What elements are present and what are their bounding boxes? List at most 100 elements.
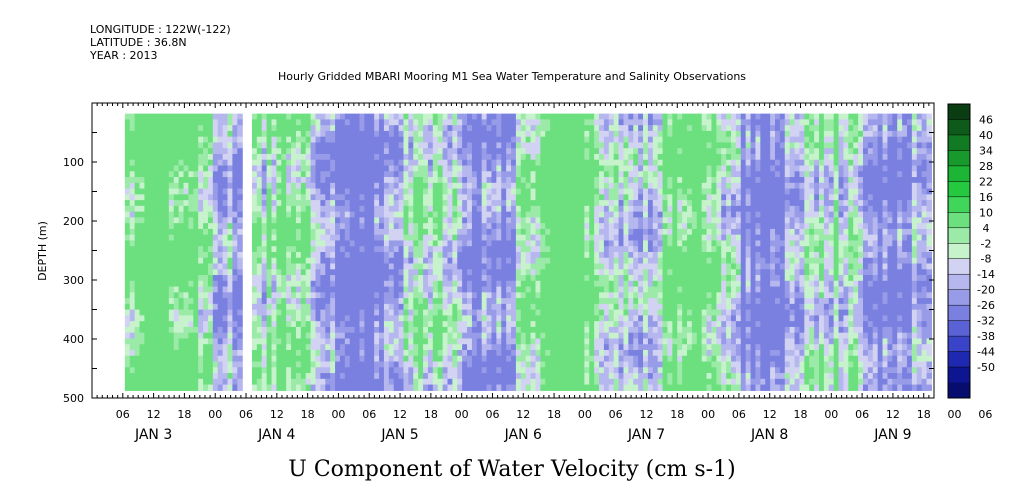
heatmap-cell: [310, 130, 317, 138]
heatmap-cell: [535, 182, 541, 190]
heatmap-cell: [418, 361, 424, 368]
heatmap-cell: [584, 125, 590, 132]
heatmap-cell: [427, 223, 434, 230]
heatmap-cell: [398, 148, 405, 155]
heatmap-cell: [486, 113, 493, 120]
heatmap-cell: [217, 309, 224, 316]
heatmap-cell: [599, 130, 605, 138]
heatmap-cell: [535, 309, 541, 316]
heatmap-cell: [359, 188, 365, 195]
heatmap-cell: [486, 211, 493, 218]
heatmap-cell: [173, 315, 180, 322]
heatmap-cell: [398, 257, 405, 265]
heatmap-cell: [418, 125, 424, 132]
heatmap-cell: [633, 171, 639, 178]
heatmap-cell: [232, 378, 238, 386]
heatmap-cell: [530, 113, 537, 120]
heatmap-cell: [188, 326, 194, 334]
heatmap-cell: [628, 275, 634, 282]
heatmap-cell: [427, 292, 434, 299]
heatmap-cell: [447, 321, 453, 328]
heatmap-cell: [129, 153, 136, 161]
heatmap-cell: [535, 119, 541, 126]
heatmap-cell: [462, 373, 468, 380]
heatmap-cell: [623, 298, 629, 305]
heatmap-cell: [398, 119, 405, 126]
heatmap-cell: [330, 275, 336, 282]
heatmap-cell: [325, 246, 331, 253]
heatmap-cell: [476, 321, 483, 328]
heatmap-cell: [144, 223, 150, 230]
heatmap-cell: [193, 292, 199, 299]
heatmap-cell: [457, 269, 463, 276]
heatmap-cell: [579, 125, 585, 132]
heatmap-cell: [266, 349, 273, 357]
heatmap-cell: [310, 228, 317, 236]
heatmap-cell: [168, 171, 175, 178]
heatmap-cell: [530, 159, 537, 167]
heatmap-cell: [256, 349, 263, 357]
heatmap-cell: [237, 211, 243, 218]
heatmap-cell: [144, 315, 150, 322]
heatmap-cell: [491, 142, 497, 149]
heatmap-cell: [364, 349, 370, 357]
heatmap-cell: [594, 165, 600, 172]
heatmap-cell: [452, 234, 458, 242]
heatmap-cell: [232, 286, 238, 293]
heatmap-cell: [159, 188, 165, 195]
heatmap-cell: [501, 332, 507, 340]
heatmap-cell: [540, 378, 546, 386]
heatmap-cell: [217, 321, 224, 328]
heatmap-cell: [481, 182, 488, 190]
heatmap-cell: [628, 223, 634, 230]
heatmap-cell: [457, 361, 463, 368]
heatmap-cell: [178, 344, 185, 351]
heatmap-cell: [574, 280, 581, 288]
heatmap-cell: [295, 309, 302, 316]
heatmap-cell: [408, 182, 414, 190]
heatmap-cell: [520, 384, 527, 391]
heatmap-cell: [212, 211, 219, 218]
heatmap-cell: [535, 378, 541, 386]
heatmap-cell: [134, 251, 141, 259]
heatmap-cell: [163, 280, 170, 288]
heatmap-cell: [193, 217, 199, 224]
heatmap-cell: [457, 240, 463, 247]
heatmap-cell: [139, 378, 146, 386]
heatmap-cell: [335, 373, 341, 380]
heatmap-cell: [349, 211, 356, 218]
heatmap-cell: [579, 142, 585, 149]
heatmap-cell: [364, 177, 370, 184]
heatmap-cell: [139, 286, 146, 293]
heatmap-cell: [530, 153, 537, 161]
heatmap-cell: [530, 275, 537, 282]
heatmap-cell: [266, 171, 273, 178]
heatmap-cell: [198, 355, 204, 363]
heatmap-cell: [173, 361, 180, 368]
heatmap-cell: [633, 280, 639, 288]
heatmap-cell: [423, 367, 429, 374]
heatmap-cell: [276, 309, 282, 316]
heatmap-cell: [457, 321, 463, 328]
heatmap-cell: [124, 321, 131, 328]
heatmap-cell: [212, 234, 219, 242]
heatmap-cell: [423, 361, 429, 368]
heatmap-cell: [613, 378, 620, 386]
heatmap-cell: [418, 257, 424, 265]
heatmap-cell: [310, 142, 317, 149]
heatmap-cell: [261, 332, 268, 340]
heatmap-cell: [227, 119, 233, 126]
heatmap-cell: [291, 292, 297, 299]
heatmap-cell: [579, 303, 585, 311]
heatmap-cell: [545, 211, 551, 218]
heatmap-cell: [139, 280, 146, 288]
heatmap-cell: [330, 355, 336, 363]
heatmap-cell: [584, 194, 590, 201]
heatmap-cell: [139, 182, 146, 190]
heatmap-cell: [300, 355, 307, 363]
heatmap-cell: [589, 367, 595, 374]
heatmap-cell: [159, 315, 165, 322]
heatmap-cell: [330, 200, 336, 207]
heatmap-cell: [530, 165, 537, 172]
heatmap-cell: [144, 130, 150, 138]
